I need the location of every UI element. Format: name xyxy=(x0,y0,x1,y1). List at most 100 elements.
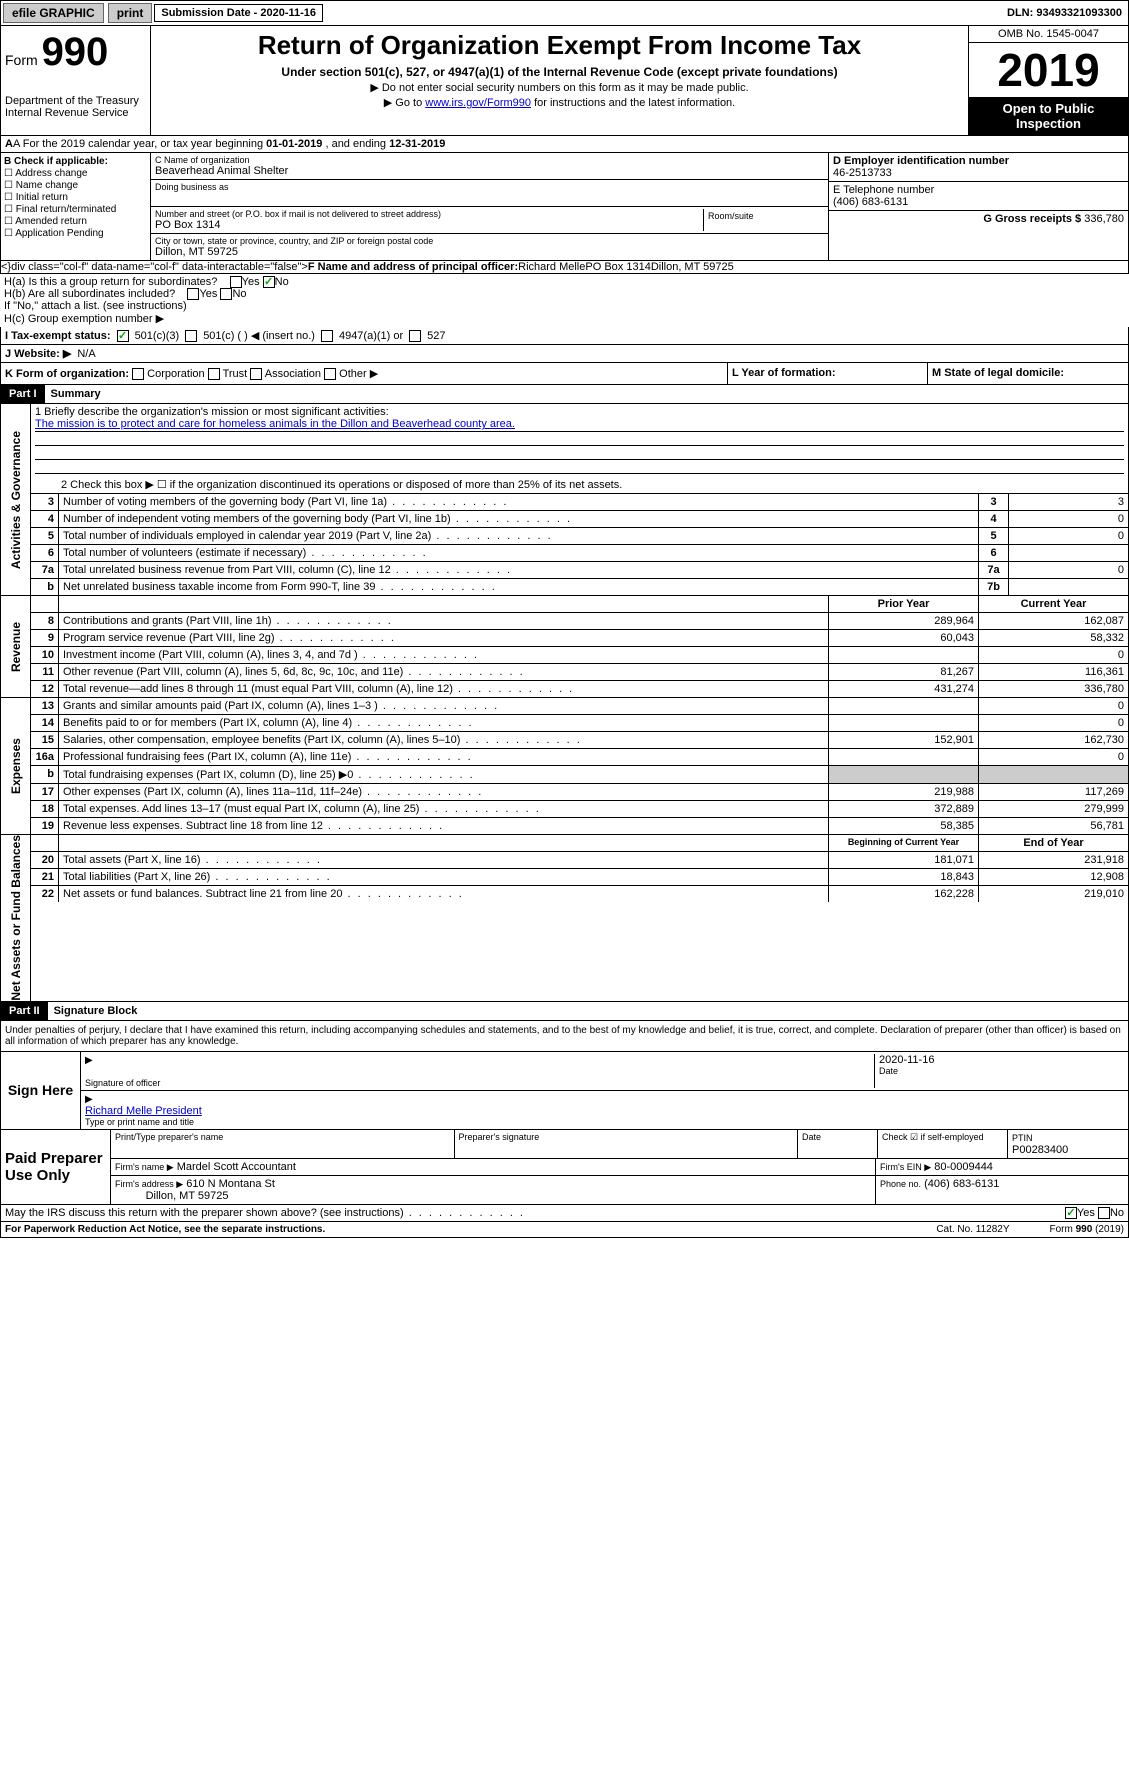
part1-badge: Part I xyxy=(1,385,45,403)
part2-header: Part II Signature Block xyxy=(0,1002,1129,1021)
chk-final[interactable]: ☐ Final return/terminated xyxy=(4,204,147,215)
org-name: Beaverhead Animal Shelter xyxy=(155,165,824,177)
hc-label: H(c) Group exemption number ▶ xyxy=(4,312,416,325)
col-k: K Form of organization: Corporation Trus… xyxy=(1,363,728,384)
end-year-hdr: End of Year xyxy=(978,835,1128,851)
table-row: 10Investment income (Part VIII, column (… xyxy=(31,647,1128,664)
title-block: Return of Organization Exempt From Incom… xyxy=(151,26,968,135)
row-klm: K Form of organization: Corporation Trus… xyxy=(0,363,1129,385)
year-end: 12-31-2019 xyxy=(389,138,445,150)
ha-yes[interactable] xyxy=(230,276,242,288)
chk-501c3[interactable] xyxy=(117,330,129,342)
ptin-label: PTIN xyxy=(1012,1133,1033,1143)
chk-pending[interactable]: ☐ Application Pending xyxy=(4,228,147,239)
exp-vlabel: Expenses xyxy=(1,698,31,834)
prep-sig-label: Preparer's signature xyxy=(455,1130,799,1158)
org-name-label: C Name of organization xyxy=(155,155,824,165)
efile-btn[interactable]: efile GRAPHIC xyxy=(3,3,104,23)
mission-text: The mission is to protect and care for h… xyxy=(35,418,1124,432)
rev-vlabel: Revenue xyxy=(1,596,31,697)
firm-ein-label: Firm's EIN ▶ xyxy=(880,1162,931,1172)
part1-title: Summary xyxy=(45,385,107,403)
table-row: 13Grants and similar amounts paid (Part … xyxy=(31,698,1128,715)
table-row: 12Total revenue—add lines 8 through 11 (… xyxy=(31,681,1128,697)
website-label: J Website: ▶ xyxy=(5,347,71,360)
table-row: 7aTotal unrelated business revenue from … xyxy=(31,562,1128,579)
chk-527[interactable] xyxy=(409,330,421,342)
chk-corp[interactable] xyxy=(132,368,144,380)
table-row: 14Benefits paid to or for members (Part … xyxy=(31,715,1128,732)
current-year-hdr: Current Year xyxy=(978,596,1128,612)
begin-year-hdr: Beginning of Current Year xyxy=(828,835,978,851)
table-row: 16aProfessional fundraising fees (Part I… xyxy=(31,749,1128,766)
ein-value: 46-2513733 xyxy=(833,167,892,179)
room-label: Room/suite xyxy=(708,211,820,221)
table-row: 5Total number of individuals employed in… xyxy=(31,528,1128,545)
addr-label: Number and street (or P.O. box if mail i… xyxy=(155,209,703,219)
row-i: I Tax-exempt status: 501(c)(3) 501(c) ( … xyxy=(0,327,1129,345)
col-h: H(a) Is this a group return for subordin… xyxy=(0,274,420,327)
col-m: M State of legal domicile: xyxy=(928,363,1128,384)
form-id-block: Form 990 Department of the Treasury Inte… xyxy=(1,26,151,135)
chk-501c[interactable] xyxy=(185,330,197,342)
discuss-yes[interactable] xyxy=(1065,1207,1077,1219)
ptin-value: P00283400 xyxy=(1012,1144,1068,1156)
officer-label: F Name and address of principal officer: xyxy=(308,261,518,273)
part1-header: Part I Summary xyxy=(0,385,1129,404)
discuss-no[interactable] xyxy=(1098,1207,1110,1219)
sig-date: 2020-11-16 xyxy=(879,1054,1124,1066)
note-link: ▶ Go to www.irs.gov/Form990 for instruct… xyxy=(155,96,964,109)
col-b-label: B Check if applicable: xyxy=(4,156,108,167)
table-row: 4Number of independent voting members of… xyxy=(31,511,1128,528)
officer-name: Richard Melle xyxy=(518,261,585,273)
date-label: Date xyxy=(879,1066,1124,1076)
website-value: N/A xyxy=(77,348,95,360)
top-bar: efile GRAPHIC print Submission Date - 20… xyxy=(0,0,1129,26)
chk-amended[interactable]: ☐ Amended return xyxy=(4,216,147,227)
prep-name-label: Print/Type preparer's name xyxy=(111,1130,455,1158)
firm-ein: 80-0009444 xyxy=(934,1161,993,1173)
ein-label: D Employer identification number xyxy=(833,155,1009,167)
officer-printed-name: Richard Melle President xyxy=(85,1105,1124,1117)
chk-initial[interactable]: ☐ Initial return xyxy=(4,192,147,203)
firm-addr-label: Firm's address ▶ xyxy=(115,1179,183,1189)
chk-address[interactable]: ☐ Address change xyxy=(4,168,147,179)
chk-assoc[interactable] xyxy=(250,368,262,380)
table-row: 20Total assets (Part X, line 16)181,0712… xyxy=(31,852,1128,869)
sig-officer-label: Signature of officer xyxy=(85,1078,874,1088)
gross-value: 336,780 xyxy=(1084,213,1124,225)
dept-label: Department of the Treasury Internal Reve… xyxy=(5,95,146,119)
net-vlabel: Net Assets or Fund Balances xyxy=(1,835,31,1001)
revenue-section: Revenue Prior Year Current Year 8Contrib… xyxy=(0,596,1129,698)
prior-year-hdr: Prior Year xyxy=(828,596,978,612)
col-l: L Year of formation: xyxy=(728,363,928,384)
firm-phone-label: Phone no. xyxy=(880,1179,921,1189)
net-assets-section: Net Assets or Fund Balances Beginning of… xyxy=(0,835,1129,1002)
firm-city: Dillon, MT 59725 xyxy=(146,1190,229,1202)
q1-label: 1 Briefly describe the organization's mi… xyxy=(35,406,1124,418)
chk-4947[interactable] xyxy=(321,330,333,342)
year-begin: 01-01-2019 xyxy=(266,138,322,150)
hb-yes[interactable] xyxy=(187,288,199,300)
row-a: AA For the 2019 calendar year, or tax ye… xyxy=(0,136,1129,153)
table-row: 18Total expenses. Add lines 13–17 (must … xyxy=(31,801,1128,818)
ha-no[interactable] xyxy=(263,276,275,288)
paid-preparer-block: Paid Preparer Use Only Print/Type prepar… xyxy=(1,1129,1128,1204)
blank-num xyxy=(31,596,59,612)
city-label: City or town, state or province, country… xyxy=(155,236,824,246)
net-header-row: Beginning of Current Year End of Year xyxy=(31,835,1128,852)
signature-block: Under penalties of perjury, I declare th… xyxy=(0,1021,1129,1205)
chk-other[interactable] xyxy=(324,368,336,380)
hb-no[interactable] xyxy=(220,288,232,300)
chk-trust[interactable] xyxy=(208,368,220,380)
chk-name[interactable]: ☐ Name change xyxy=(4,180,147,191)
self-employed-chk[interactable]: Check ☑ if self-employed xyxy=(878,1130,1008,1158)
prep-date-label: Date xyxy=(798,1130,878,1158)
col-c: C Name of organization Beaverhead Animal… xyxy=(151,153,828,260)
firm-name: Mardel Scott Accountant xyxy=(177,1161,296,1173)
instructions-link[interactable]: www.irs.gov/Form990 xyxy=(425,97,531,109)
dln: DLN: 93493321093300 xyxy=(1007,7,1128,19)
right-block: OMB No. 1545-0047 2019 Open to Public In… xyxy=(968,26,1128,135)
print-btn[interactable]: print xyxy=(108,3,153,23)
table-row: 6Total number of volunteers (estimate if… xyxy=(31,545,1128,562)
